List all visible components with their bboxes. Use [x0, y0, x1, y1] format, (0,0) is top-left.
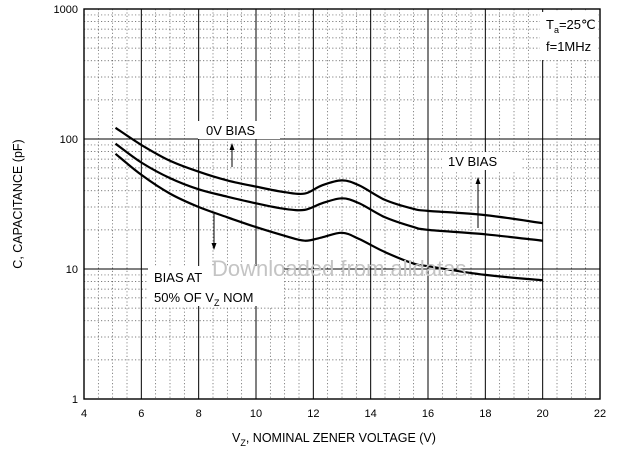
y-axis-label: C, CAPACITANCE (pF) — [11, 139, 25, 268]
half-bias-pre: 50% OF V — [154, 290, 214, 305]
ta-sub: a — [554, 25, 559, 35]
x-tick-label: 6 — [138, 408, 144, 420]
half-bias-post: NOM — [219, 290, 253, 305]
x-tick-label: 16 — [422, 408, 434, 420]
y-tick-label: 10 — [66, 264, 78, 276]
half-bias-label-line2: 50% OF VZ NOM — [154, 290, 253, 308]
ta-post: =25℃ — [559, 17, 596, 32]
y-tick-label: 100 — [60, 134, 78, 146]
x-tick-label: 4 — [81, 408, 87, 420]
tick-labels: 4 6 8 10 12 14 16 18 20 22 1 10 100 1000 — [54, 4, 607, 420]
x-tick-label: 20 — [537, 408, 549, 420]
series-line-2 — [114, 142, 543, 242]
plot-frame — [83, 8, 601, 400]
series-line-1 — [114, 126, 543, 225]
one-bias-label: 1V BIAS — [448, 154, 497, 169]
x-tick-label: 14 — [365, 408, 377, 420]
x-axis-label-sub: Z — [240, 438, 246, 448]
x-tick-label: 18 — [479, 408, 491, 420]
series-group — [114, 126, 543, 282]
y-tick-label: 1000 — [54, 4, 78, 16]
ta-pre: T — [546, 17, 554, 32]
series-line-3 — [114, 152, 543, 282]
half-bias-label-line1: BIAS AT — [154, 270, 202, 285]
half-bias-arrowhead — [211, 243, 217, 250]
zero-bias-arrowhead — [229, 143, 235, 150]
x-axis-label-rest: , NOMINAL ZENER VOLTAGE (V) — [246, 431, 436, 445]
annotation-arrows — [211, 143, 481, 250]
temperature-label: Ta=25℃ — [546, 17, 596, 35]
half-bias-sub: Z — [214, 298, 220, 308]
x-tick-label: 22 — [594, 408, 606, 420]
y-tick-label: 1 — [72, 394, 78, 406]
x-tick-label: 8 — [196, 408, 202, 420]
zero-bias-label: 0V BIAS — [206, 123, 255, 138]
watermark: Downloaded from alldatas — [212, 256, 466, 281]
x-tick-label: 10 — [250, 408, 262, 420]
x-axis-label-main: V — [232, 431, 241, 445]
x-axis-label: VZ, NOMINAL ZENER VOLTAGE (V) — [232, 431, 436, 448]
one-bias-arrowhead — [475, 177, 481, 184]
frequency-label: f=1MHz — [546, 39, 591, 54]
x-tick-label: 12 — [307, 408, 319, 420]
